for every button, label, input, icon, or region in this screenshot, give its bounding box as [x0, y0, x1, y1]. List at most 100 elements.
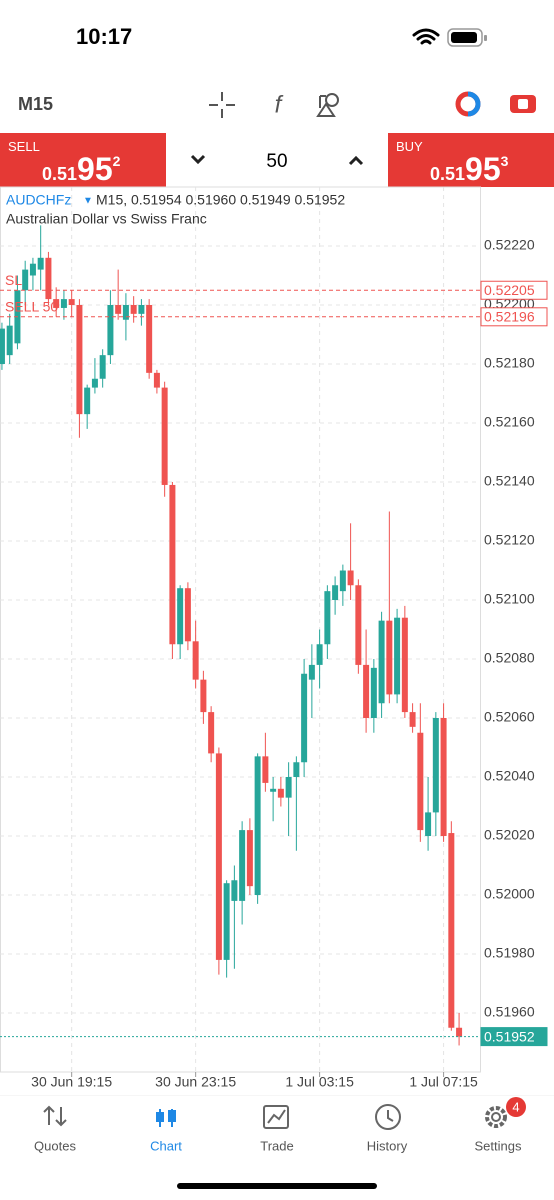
candle-body: [409, 712, 416, 727]
tab-bar: 4 Quotes Chart Trade History Settings: [0, 1095, 554, 1189]
candle-body: [208, 712, 215, 754]
candle-body: [130, 305, 137, 314]
symbol-arrow: ▼: [83, 196, 93, 207]
candle-body: [378, 620, 385, 704]
candle-body: [394, 617, 401, 695]
candle-body: [99, 355, 106, 379]
candle-body: [68, 299, 75, 305]
candle-body: [177, 588, 184, 645]
candle-body: [425, 812, 432, 836]
y-tick-label: 0.52180: [484, 355, 535, 371]
x-tick-label: 1 Jul 07:15: [409, 1074, 478, 1090]
y-tick-label: 0.52040: [484, 768, 535, 784]
status-icons: [412, 28, 487, 47]
level-box: [480, 1027, 548, 1047]
price-prefix: 0.51: [430, 164, 466, 184]
candle-body: [153, 372, 160, 388]
candle-body: [417, 732, 424, 831]
candle-body: [270, 788, 277, 792]
candle-body: [76, 305, 83, 415]
candle-body: [45, 257, 52, 300]
chart-subtitle: Australian Dollar vs Swiss Franc: [6, 211, 207, 227]
price-big: 95: [77, 151, 113, 187]
candle-body: [122, 305, 129, 320]
candle-body: [37, 257, 44, 270]
buy-button[interactable]: BUY 0.51953: [388, 133, 554, 187]
x-tick-label: 30 Jun 23:15: [155, 1074, 236, 1090]
buy-price: 0.51953: [430, 151, 508, 188]
candle-body: [115, 305, 122, 314]
candle-body: [169, 484, 176, 645]
timeframe[interactable]: M15: [18, 94, 54, 114]
y-tick-label: 0.52000: [484, 886, 535, 902]
price-big: 95: [465, 151, 501, 187]
level-box: [480, 307, 548, 327]
tab-label[interactable]: Trade: [260, 1138, 293, 1153]
chart-info: M15, 0.51954 0.51960 0.51949 0.51952: [96, 192, 345, 208]
candle-body: [0, 328, 5, 364]
candle-body: [339, 570, 346, 592]
candle-body: [316, 644, 323, 665]
y-tick-label: 0.52140: [484, 473, 535, 489]
status-time: 10:17: [76, 24, 133, 49]
y-tick-label: 0.52220: [484, 237, 535, 253]
level-label: SELL 50: [5, 299, 58, 315]
candle-body: [401, 617, 408, 713]
candle-body: [254, 756, 261, 895]
candle-body: [239, 830, 246, 901]
y-tick-label: 0.52060: [484, 709, 535, 725]
candle-body: [324, 591, 331, 645]
tab-label[interactable]: Settings: [475, 1138, 522, 1153]
candle-body: [215, 753, 222, 960]
candle-body: [332, 585, 339, 600]
level-label: SL: [5, 272, 22, 288]
y-tick-label: 0.52020: [484, 827, 535, 843]
candle-body: [161, 387, 168, 485]
buy-label: BUY: [396, 139, 423, 154]
sell-price: 0.51952: [42, 151, 120, 188]
badge: 4: [512, 1099, 519, 1114]
candle-body: [60, 299, 67, 308]
candle-body: [448, 833, 455, 1028]
candle-body: [308, 664, 315, 680]
candle-body: [386, 620, 393, 695]
candle-body: [293, 762, 300, 777]
candle-body: [285, 777, 292, 798]
level-box: [480, 280, 548, 300]
candle-body: [440, 718, 447, 836]
tab-label[interactable]: Chart: [150, 1138, 182, 1153]
price-sup: 2: [112, 153, 121, 169]
candle-body: [277, 788, 284, 798]
candle-body: [246, 830, 253, 887]
y-tick-label: 0.51980: [484, 945, 535, 961]
volume-control: [190, 154, 364, 166]
y-tick-label: 0.51960: [484, 1004, 535, 1020]
candle-body: [355, 585, 362, 665]
sell-label: SELL: [8, 139, 40, 154]
candle-body: [223, 883, 230, 960]
candle-body: [53, 299, 60, 308]
volume[interactable]: 50: [266, 151, 288, 172]
candle-body: [91, 378, 98, 388]
x-tick-label: 30 Jun 19:15: [31, 1074, 112, 1090]
tab-label[interactable]: Quotes: [34, 1138, 76, 1153]
candle-body: [347, 570, 354, 586]
price-prefix: 0.51: [42, 164, 78, 184]
increase[interactable]: [348, 155, 364, 166]
candle-body: [456, 1027, 463, 1037]
candle-body: [22, 269, 29, 291]
symbol[interactable]: AUDCHFz: [6, 192, 71, 208]
candle-body: [138, 305, 145, 314]
chart: AUDCHFz ▼ M15, 0.51954 0.51960 0.51949 0…: [0, 186, 548, 1090]
y-tick-label: 0.52100: [484, 591, 535, 607]
candle-body: [107, 305, 114, 356]
y-tick-label: 0.52160: [484, 414, 535, 430]
tab-label[interactable]: History: [367, 1138, 408, 1153]
sell-button[interactable]: SELL 0.51952: [0, 133, 166, 187]
decrease[interactable]: [190, 154, 206, 165]
level-value: 0.52205: [484, 282, 535, 298]
candle-body: [363, 664, 370, 718]
candle-body: [6, 325, 13, 356]
x-tick-label: 1 Jul 03:15: [285, 1074, 354, 1090]
